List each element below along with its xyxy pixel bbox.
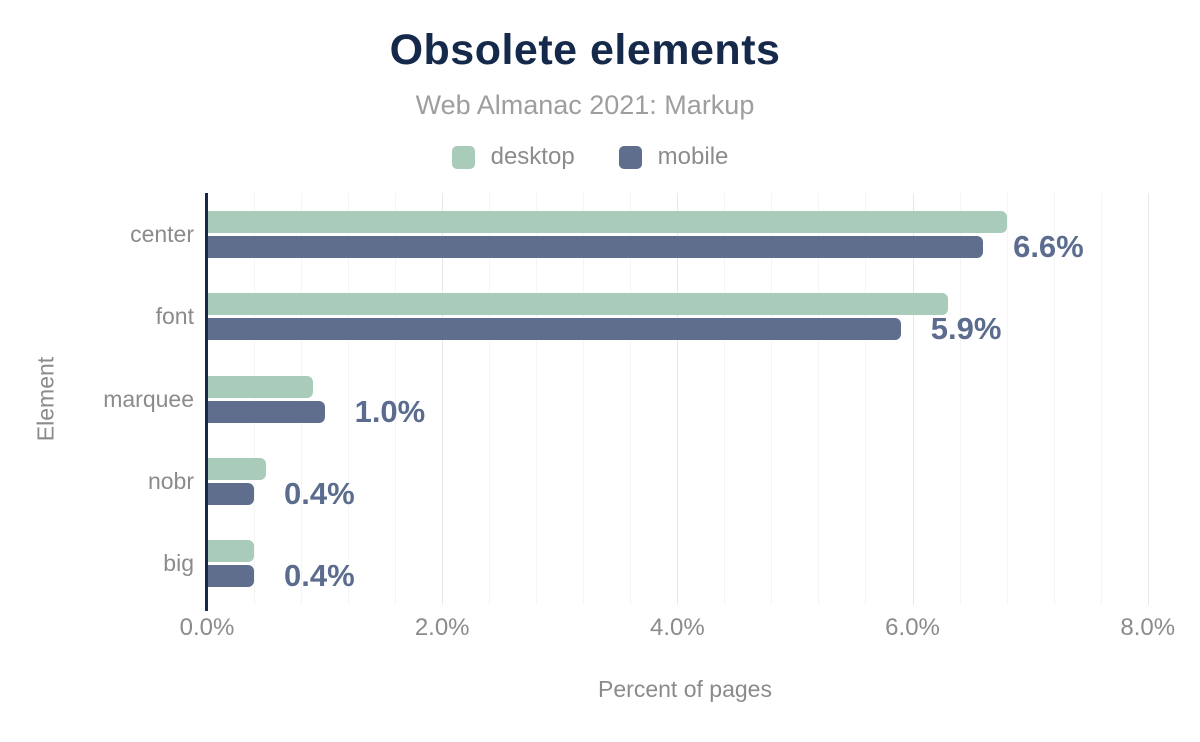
mobile-bar-line: 5.9% [207, 311, 1163, 347]
legend-item-desktop: desktop [451, 143, 575, 171]
bar-row: 6.6% [207, 193, 1163, 275]
gridline-minor [536, 193, 538, 605]
value-label: 0.4% [284, 558, 355, 594]
gridline-major [442, 193, 444, 605]
mobile-bar-line: 0.4% [207, 475, 1163, 511]
x-tick-label: 4.0% [649, 614, 705, 641]
chart-title: Obsolete elements [389, 26, 781, 74]
bar-desktop [207, 375, 313, 398]
gridline-major [912, 193, 914, 605]
gridline-minor [583, 193, 585, 605]
category-label: nobr [147, 467, 194, 494]
gridline-minor [818, 193, 820, 605]
y-axis-line [205, 193, 208, 611]
category-labels: center font marquee nobr big [0, 193, 194, 605]
bar-mobile [207, 400, 325, 423]
bar-desktop [207, 293, 948, 316]
gridline-minor [630, 193, 632, 605]
value-label: 0.4% [284, 475, 355, 511]
bar-desktop [207, 540, 255, 563]
gridline-minor [301, 193, 303, 605]
category-label: big [163, 550, 194, 577]
gridline-major [677, 193, 679, 605]
category-label: marquee [103, 385, 194, 412]
x-tick-label: 8.0% [1120, 614, 1176, 641]
value-label: 1.0% [354, 393, 426, 429]
desktop-bar-line [207, 293, 1163, 316]
legend-label-desktop: desktop [490, 143, 575, 170]
plot-area: 6.6% 5.9% 1.0% 0.4% 0.4% [207, 193, 1163, 605]
gridline-minor [865, 193, 867, 605]
value-label: 5.9% [930, 311, 1002, 347]
gridline-major [1147, 193, 1149, 605]
bar-row: 0.4% [207, 523, 1163, 605]
desktop-bar-line [207, 540, 1163, 563]
gridline-minor [254, 193, 256, 605]
gridline-minor [395, 193, 397, 605]
legend: desktop mobile [0, 143, 1180, 171]
gridline-minor [1053, 193, 1055, 605]
category-label: center [130, 220, 194, 247]
gridline-minor [1006, 193, 1008, 605]
mobile-series-swatch [618, 145, 642, 169]
gridline-minor [771, 193, 773, 605]
gridline-minor [1100, 193, 1102, 605]
bar-row: 0.4% [207, 440, 1163, 522]
category-label: font [155, 303, 194, 330]
bar-rows: 6.6% 5.9% 1.0% 0.4% 0.4% [207, 193, 1163, 605]
desktop-bar-line [207, 375, 1163, 398]
bar-row: 5.9% [207, 275, 1163, 357]
desktop-series-swatch [451, 145, 475, 169]
bar-desktop [207, 210, 1007, 233]
x-tick-label: 6.0% [885, 614, 940, 641]
gridline-minor [489, 193, 491, 605]
bar-mobile [207, 318, 901, 341]
desktop-bar-line [207, 457, 1163, 480]
bar-mobile [207, 565, 255, 588]
gridline-minor [959, 193, 961, 605]
chart-subtitle: Web Almanac 2021: Markup [415, 90, 755, 120]
bar-row: 1.0% [207, 358, 1163, 440]
gridline-minor [724, 193, 726, 605]
bar-mobile [207, 482, 255, 505]
legend-label-mobile: mobile [657, 143, 729, 170]
mobile-bar-line: 0.4% [207, 558, 1163, 594]
bar-mobile [207, 235, 984, 258]
gridline-minor [348, 193, 350, 605]
x-axis-title: Percent of pages [598, 676, 772, 702]
x-tick-label: 2.0% [414, 614, 470, 641]
mobile-bar-line: 1.0% [207, 393, 1163, 429]
mobile-bar-line: 6.6% [207, 228, 1163, 264]
legend-item-mobile: mobile [618, 143, 729, 171]
value-label: 6.6% [1013, 228, 1084, 264]
bar-desktop [207, 457, 266, 480]
x-axis-tick-labels: 0.0% 2.0% 4.0% 6.0% 8.0% [0, 614, 1200, 644]
desktop-bar-line [207, 210, 1163, 233]
x-tick-label: 0.0% [179, 614, 235, 641]
